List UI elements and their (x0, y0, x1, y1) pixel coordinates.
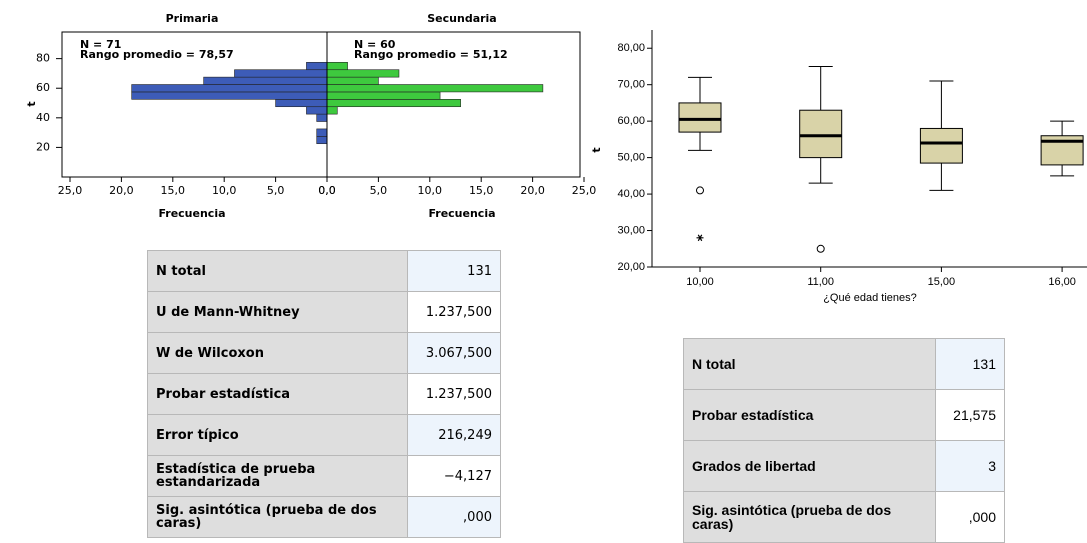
x-tick-label: 15,0 (469, 184, 494, 197)
row-label: Probar estadística (683, 389, 936, 441)
box (799, 109, 843, 159)
extreme (696, 234, 704, 242)
x-tick-label: 10,0 (212, 184, 237, 197)
row-value: 3.067,500 (407, 332, 501, 374)
box (919, 127, 963, 164)
row-label: N total (147, 250, 408, 292)
x-tick-label: 0,0 (318, 184, 336, 197)
x-tick-label: 20,0 (109, 184, 134, 197)
row-label: Grados de libertad (683, 440, 936, 492)
y-axis-label: t (25, 101, 38, 106)
x-tick-label: 5,0 (267, 184, 285, 197)
table-row: W de Wilcoxon 3.067,500 (147, 332, 501, 374)
row-label: U de Mann-Whitney (147, 291, 408, 333)
bar (131, 91, 328, 100)
row-label: Error típico (147, 414, 408, 456)
table-kruskal-wallis: N total 131 Probar estadística 21,575 Grados… (683, 338, 1005, 543)
bar (326, 106, 338, 115)
outlier (816, 244, 825, 253)
bar (131, 84, 328, 93)
table-row: Sig. asintótica (prueba de dos caras) ,00… (683, 491, 1005, 543)
bar (306, 106, 328, 115)
annotation: Rango promedio = 51,12 (354, 48, 508, 61)
x-tick-label: 0,0 (318, 184, 336, 197)
row-value: ,000 (407, 496, 501, 538)
panel-title: Secundaria (427, 12, 496, 25)
annotation: N = 71 (80, 38, 121, 51)
row-value: 216,249 (407, 414, 501, 456)
row-value: 131 (407, 250, 501, 292)
y-tick-label: 30,00 (617, 224, 645, 236)
row-label: Sig. asintótica (prueba de dos caras) (683, 491, 936, 543)
bar (326, 91, 441, 100)
bar (275, 99, 328, 108)
row-value: −4,127 (407, 455, 501, 497)
table-row: Estadística de prueba estandarizada −4,12… (147, 455, 501, 497)
row-value: ,000 (935, 491, 1005, 543)
x-tick-label: 25,0 (58, 184, 83, 197)
row-label: W de Wilcoxon (147, 332, 408, 374)
bar (203, 76, 328, 85)
box (678, 102, 722, 133)
table-row: Sig. asintótica (prueba de dos caras) ,00… (147, 496, 501, 538)
row-label: N total (683, 338, 936, 390)
y-tick-label: 20 (36, 140, 50, 153)
y-tick-label: 40 (36, 111, 50, 124)
table-row: N total 131 (683, 338, 1005, 390)
x-tick-label: 10,0 (418, 184, 443, 197)
bar (316, 128, 328, 137)
y-tick-label: 80,00 (617, 42, 645, 54)
row-value: 3 (935, 440, 1005, 492)
table-row: Probar estadística 1.237,500 (147, 373, 501, 415)
x-tick-label: 10,00 (686, 276, 714, 288)
bar (326, 76, 379, 85)
x-tick-label: 5,0 (370, 184, 388, 197)
table-row: N total 131 (147, 250, 501, 292)
row-label: Sig. asintótica (prueba de dos caras) (147, 496, 408, 538)
panel-title: Primaria (166, 12, 219, 25)
y-tick-label: 70,00 (617, 79, 645, 91)
annotation: N = 60 (354, 38, 396, 51)
bar (326, 69, 400, 78)
row-value: 21,575 (935, 389, 1005, 441)
x-axis-label: Frecuencia (428, 207, 495, 220)
y-tick-label: 60 (36, 81, 50, 94)
x-tick-label: 15,0 (161, 184, 186, 197)
x-axis-label: ¿Qué edad tienes? (823, 292, 917, 304)
y-tick-label: 80 (36, 52, 50, 65)
row-value: 131 (935, 338, 1005, 390)
bar (326, 84, 544, 93)
bar (316, 113, 328, 122)
table-row: U de Mann-Whitney 1.237,500 (147, 291, 501, 333)
outlier (696, 186, 704, 195)
table-row: Error típico 216,249 (147, 414, 501, 456)
bar (234, 69, 328, 78)
row-label: Probar estadística (147, 373, 408, 415)
bar (326, 99, 461, 108)
x-axis-label: Frecuencia (158, 207, 225, 220)
row-value: 1.237,500 (407, 291, 501, 333)
annotation: Rango promedio = 78,57 (80, 48, 234, 61)
y-axis-label: t (590, 147, 603, 152)
y-tick-label: 50,00 (617, 152, 645, 164)
row-value: 1.237,500 (407, 373, 501, 415)
table-mann-whitney: N total 131 U de Mann-Whitney 1.237,500 W de… (147, 250, 501, 538)
table-row: Grados de libertad 3 (683, 440, 1005, 492)
y-tick-label: 40,00 (617, 188, 645, 200)
table-row: Probar estadística 21,575 (683, 389, 1005, 441)
x-tick-label: 15,00 (928, 276, 956, 288)
y-tick-label: 60,00 (617, 115, 645, 127)
bar (326, 62, 348, 71)
y-tick-label: 20,00 (617, 261, 645, 273)
x-tick-label: 25,0 (572, 184, 597, 197)
bar (316, 136, 328, 145)
x-tick-label: 20,0 (520, 184, 545, 197)
bar (306, 62, 328, 71)
row-label: Estadística de prueba estandarizada (147, 455, 408, 497)
x-tick-label: 16,00 (1048, 276, 1076, 288)
x-tick-label: 11,00 (807, 276, 834, 288)
